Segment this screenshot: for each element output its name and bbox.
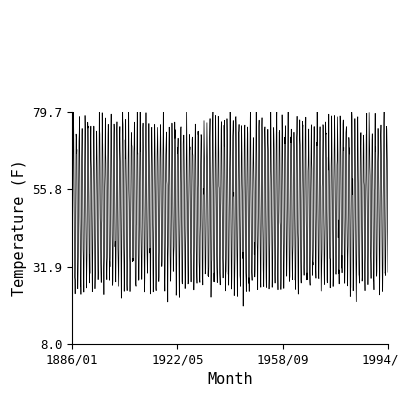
Y-axis label: Temperature (F): Temperature (F) (12, 160, 27, 296)
X-axis label: Month: Month (207, 372, 253, 387)
